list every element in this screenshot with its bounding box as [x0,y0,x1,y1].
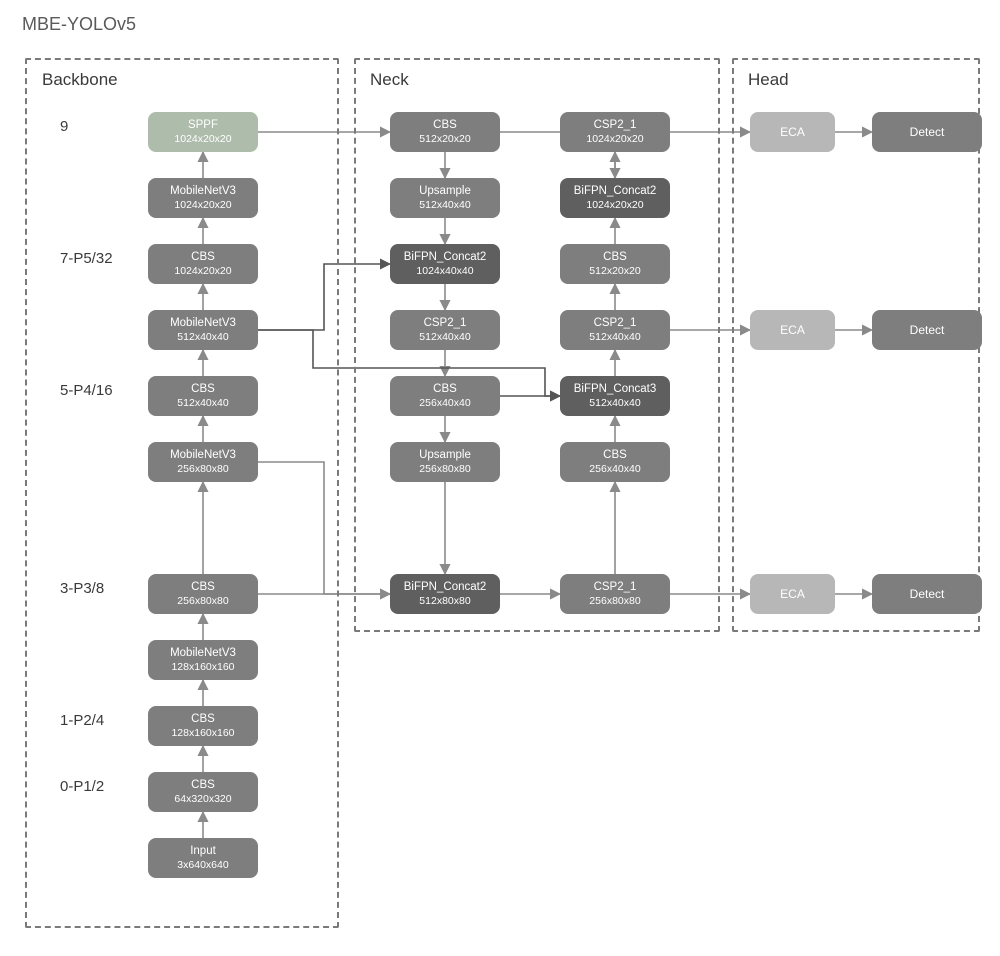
node-title: ECA [780,125,805,140]
node-sub: 512x20x20 [589,265,640,278]
node-title: MobileNetV3 [170,448,236,462]
node-sub: 512x40x40 [419,199,470,212]
node-sub: 128x160x160 [171,661,234,674]
node-b_c3: CBS256x80x80 [148,574,258,614]
row-label: 5-P4/16 [60,382,113,399]
diagram-title: MBE-YOLOv5 [22,14,136,35]
node-sub: 512x40x40 [589,331,640,344]
node-n2_bic3_512: BiFPN_Concat3512x40x40 [560,376,670,416]
node-title: Upsample [419,184,471,198]
node-sub: 1024x40x40 [416,265,473,278]
node-sub: 1024x20x20 [174,265,231,278]
node-title: Upsample [419,448,471,462]
node-n_up256: Upsample256x80x80 [390,442,500,482]
node-b_c1: CBS128x160x160 [148,706,258,746]
node-title: MobileNetV3 [170,184,236,198]
node-title: BiFPN_Concat2 [404,580,486,594]
node-title: ECA [780,587,805,602]
node-title: ECA [780,323,805,338]
node-title: BiFPN_Concat2 [404,250,486,264]
section-label-head: Head [748,70,789,90]
node-title: CBS [191,580,215,594]
node-title: CBS [191,382,215,396]
node-title: BiFPN_Concat2 [574,184,656,198]
node-title: CBS [433,382,457,396]
node-sub: 1024x20x20 [586,133,643,146]
node-title: MobileNetV3 [170,316,236,330]
row-label: 7-P5/32 [60,250,113,267]
node-sub: 1024x20x20 [174,199,231,212]
node-sub: 256x80x80 [177,595,228,608]
row-label: 0-P1/2 [60,778,104,795]
node-sub: 256x80x80 [419,463,470,476]
diagram-canvas: MBE-YOLOv5 Backbone Neck Head 9 7-P5/32 5-P4/… [0,0,1000,956]
node-sub: 256x80x80 [177,463,228,476]
node-b_in: Input3x640x640 [148,838,258,878]
section-label-neck: Neck [370,70,409,90]
node-h_det3: Detect [872,574,982,614]
node-sub: 64x320x320 [174,793,231,806]
node-sub: 3x640x640 [177,859,228,872]
node-sub: 512x20x20 [419,133,470,146]
node-sub: 512x80x80 [419,595,470,608]
node-title: BiFPN_Concat3 [574,382,656,396]
node-title: MobileNetV3 [170,646,236,660]
node-b_sppf: SPPF1024x20x20 [148,112,258,152]
node-n2_csp512_40: CSP2_1512x40x40 [560,310,670,350]
node-n2_csp256_80: CSP2_1256x80x80 [560,574,670,614]
node-b_m2: MobileNetV3256x80x80 [148,442,258,482]
node-sub: 512x40x40 [589,397,640,410]
node-sub: 256x40x40 [419,397,470,410]
node-title: Detect [910,125,945,140]
node-n_bic2_512: BiFPN_Concat2512x80x80 [390,574,500,614]
node-sub: 512x40x40 [177,397,228,410]
node-title: SPPF [188,118,218,132]
node-title: CBS [191,778,215,792]
node-title: Detect [910,323,945,338]
node-h_eca3: ECA [750,574,835,614]
node-b_m4: MobileNetV31024x20x20 [148,178,258,218]
node-h_eca2: ECA [750,310,835,350]
section-label-backbone: Backbone [42,70,118,90]
node-b_c7: CBS1024x20x20 [148,244,258,284]
node-title: CSP2_1 [594,580,637,594]
node-n2_cbs512_20: CBS512x20x20 [560,244,670,284]
node-title: CSP2_1 [594,316,637,330]
node-sub: 1024x20x20 [586,199,643,212]
node-h_det1: Detect [872,112,982,152]
node-title: CBS [191,250,215,264]
node-n_up512: Upsample512x40x40 [390,178,500,218]
node-n_cbs512_20: CBS512x20x20 [390,112,500,152]
node-sub: 256x80x80 [589,595,640,608]
node-n2_csp1024: CSP2_11024x20x20 [560,112,670,152]
row-label: 3-P3/8 [60,580,104,597]
node-sub: 128x160x160 [171,727,234,740]
node-title: CBS [433,118,457,132]
node-title: CBS [191,712,215,726]
node-sub: 256x40x40 [589,463,640,476]
node-title: CSP2_1 [424,316,467,330]
node-h_eca1: ECA [750,112,835,152]
node-b_m1: MobileNetV3128x160x160 [148,640,258,680]
node-n_cbs256_40: CBS256x40x40 [390,376,500,416]
node-n2_bic2_1024: BiFPN_Concat21024x20x20 [560,178,670,218]
row-label: 9 [60,118,68,135]
node-title: CSP2_1 [594,118,637,132]
row-label: 1-P2/4 [60,712,104,729]
node-sub: 512x40x40 [419,331,470,344]
node-n_csp512_40: CSP2_1512x40x40 [390,310,500,350]
node-n2_cbs256_40: CBS256x40x40 [560,442,670,482]
node-title: CBS [603,250,627,264]
node-b_c0: CBS64x320x320 [148,772,258,812]
node-b_c5: CBS512x40x40 [148,376,258,416]
node-title: Input [190,844,216,858]
node-sub: 1024x20x20 [174,133,231,146]
node-n_bic2_1024: BiFPN_Concat21024x40x40 [390,244,500,284]
node-h_det2: Detect [872,310,982,350]
node-title: Detect [910,587,945,602]
node-b_m3: MobileNetV3512x40x40 [148,310,258,350]
node-title: CBS [603,448,627,462]
node-sub: 512x40x40 [177,331,228,344]
